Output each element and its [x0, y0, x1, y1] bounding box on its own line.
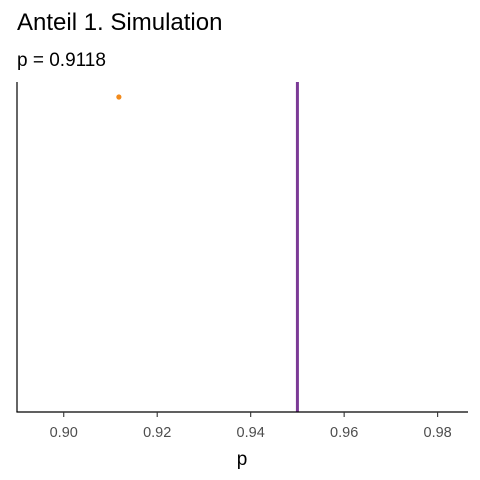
- x-tick-label: 0.92: [143, 425, 171, 441]
- x-tick-label: 0.90: [50, 425, 78, 441]
- chart-title: Anteil 1. Simulation: [17, 9, 222, 36]
- x-tick-label: 0.94: [237, 425, 265, 441]
- x-tick-label: 0.98: [424, 425, 452, 441]
- chart-subtitle: p = 0.9118: [17, 50, 106, 71]
- x-axis-ticks: 0.90 0.92 0.94 0.96 0.98: [50, 412, 452, 441]
- x-tick-label: 0.96: [330, 425, 358, 441]
- x-axis-title: p: [237, 449, 248, 470]
- plot-area: [116, 82, 297, 412]
- data-point-1: [116, 94, 121, 99]
